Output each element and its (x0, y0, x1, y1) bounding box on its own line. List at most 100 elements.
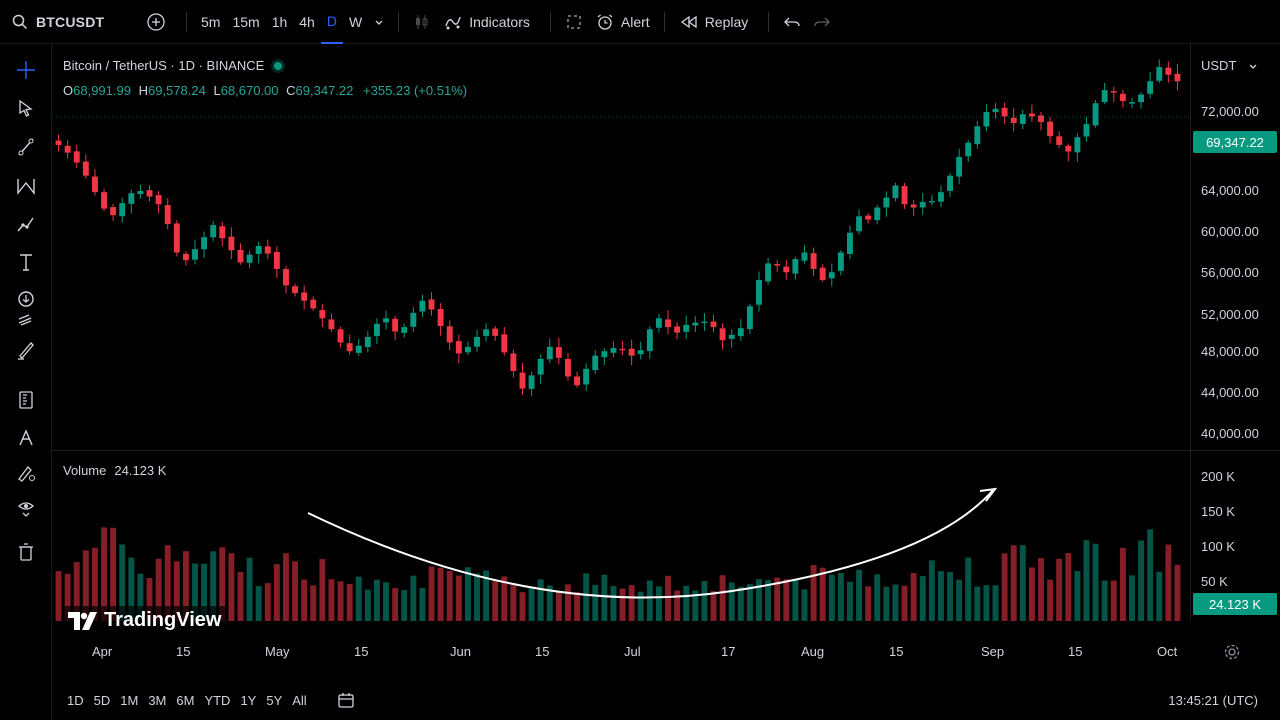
range-3m[interactable]: 3M (148, 692, 167, 708)
redo-button[interactable] (807, 0, 837, 44)
candle (455, 334, 462, 364)
measure-tool[interactable] (12, 285, 40, 313)
compare-symbol-button[interactable] (140, 0, 172, 44)
candle (1129, 98, 1135, 109)
brush-tool[interactable] (12, 306, 40, 334)
candle (64, 140, 71, 159)
candle (792, 256, 799, 280)
text-tool[interactable] (12, 248, 40, 276)
candle (546, 338, 553, 363)
interval-15m[interactable]: 15m (232, 13, 260, 30)
volume-bar (947, 572, 953, 621)
volume-bar (182, 551, 189, 621)
candle (1092, 100, 1099, 128)
time-tick: Oct (1157, 644, 1178, 659)
volume-bar (901, 585, 908, 621)
market-open-indicator (274, 61, 283, 70)
undo-button[interactable] (777, 0, 807, 44)
candle (637, 341, 644, 360)
range-5y[interactable]: 5Y (266, 692, 283, 708)
candle (956, 148, 963, 185)
currency-selector[interactable]: USDT (1201, 58, 1258, 73)
time-axis[interactable]: Apr 15 May 15 Jun 15 Jul 17 Aug 15 Sep 1… (52, 620, 1190, 680)
symbol-search[interactable]: BTCUSDT (0, 0, 140, 44)
price-pane[interactable]: Bitcoin / TetherUS · 1D · BINANCE O68,99… (52, 44, 1190, 450)
price-scale[interactable]: USDT 72,000.00 64,000.00 60,000.00 56,00… (1190, 44, 1280, 450)
hide-drawings-tool[interactable] (12, 496, 40, 524)
pencil-tool[interactable] (12, 336, 40, 364)
range-ytd[interactable]: YTD (204, 692, 231, 708)
forecast-icon (17, 217, 34, 232)
tradingview-watermark[interactable]: TradingView (62, 606, 228, 635)
candle (510, 349, 517, 378)
range-1m[interactable]: 1M (120, 692, 139, 708)
symbol-description: Bitcoin / TetherUS · 1D · BINANCE (63, 58, 265, 73)
stay-in-drawing-tool[interactable] (12, 458, 40, 486)
candle (1056, 131, 1063, 148)
layout-templates-button[interactable] (559, 0, 589, 44)
volume-bar (847, 581, 853, 621)
candle (801, 245, 808, 264)
candle (155, 191, 162, 214)
volume-bar (565, 584, 571, 621)
interval-5m[interactable]: 5m (201, 13, 221, 30)
volume-bar (1147, 529, 1154, 621)
volume-bar (692, 590, 699, 621)
crosshair-tool[interactable] (12, 56, 40, 84)
forecast-tool[interactable] (12, 210, 40, 238)
separator (398, 11, 400, 32)
magnet-tool[interactable] (12, 424, 40, 452)
volume-scale[interactable]: 200 K 150 K 100 K 50 K 24.123 K (1190, 450, 1280, 620)
interval-dropdown-button[interactable] (368, 0, 390, 44)
interval-1h[interactable]: 1h (271, 13, 288, 30)
pattern-tool[interactable] (12, 172, 40, 200)
chart-settings-button[interactable] (1222, 642, 1242, 662)
utc-clock[interactable]: 13:45:21 (UTC) (1168, 692, 1258, 708)
replay-button[interactable]: Replay (673, 0, 755, 44)
remove-drawings-tool[interactable] (12, 538, 40, 566)
candle (228, 227, 235, 260)
range-1d[interactable]: 1D (67, 692, 84, 708)
candle (619, 341, 626, 356)
chart-type-button[interactable] (407, 0, 437, 44)
candle (173, 220, 180, 257)
volume-bar (783, 579, 790, 621)
volume-bar (82, 550, 89, 621)
go-to-date-button[interactable] (336, 690, 362, 710)
last-volume-tag: 24.123 K (1193, 593, 1277, 615)
volume-bar (974, 586, 981, 621)
volume-bar (483, 570, 490, 621)
price-tick: 44,000.00 (1201, 385, 1259, 400)
calendar-icon (338, 693, 354, 708)
volume-bar (128, 557, 135, 621)
candle (437, 303, 444, 336)
range-5d[interactable]: 5D (93, 692, 111, 708)
candle (992, 103, 999, 119)
volume-bar (792, 579, 799, 621)
candle (928, 195, 935, 206)
interval-list: 5m 15m 1h 4h D W (195, 0, 368, 44)
volume-pane[interactable]: Volume 24.123 K (52, 450, 1190, 621)
volume-bar (765, 580, 772, 621)
candle (947, 172, 953, 197)
indicators-label: Indicators (469, 13, 530, 30)
interval-1w[interactable]: W (348, 13, 363, 30)
alert-button[interactable]: Alert (589, 0, 656, 44)
interval-1d[interactable]: D (320, 0, 343, 44)
top-toolbar: BTCUSDT 5m 15m 1h 4h D W Indicators Aler… (0, 0, 1280, 44)
candle (783, 259, 790, 280)
candle (1174, 64, 1181, 91)
range-1y[interactable]: 1Y (240, 692, 257, 708)
volume-bar (419, 587, 426, 621)
trendline-tool[interactable] (12, 133, 40, 161)
cursor-tool[interactable] (12, 94, 40, 122)
candle (555, 338, 562, 365)
range-all[interactable]: All (292, 692, 307, 708)
ruler-tool[interactable] (12, 386, 40, 414)
candle (765, 257, 772, 285)
interval-4h[interactable]: 4h (299, 13, 315, 30)
range-6m[interactable]: 6M (176, 692, 195, 708)
trend-annotation-arc[interactable] (307, 488, 995, 599)
indicators-button[interactable]: Indicators (437, 0, 536, 44)
volume-bar (246, 557, 253, 621)
